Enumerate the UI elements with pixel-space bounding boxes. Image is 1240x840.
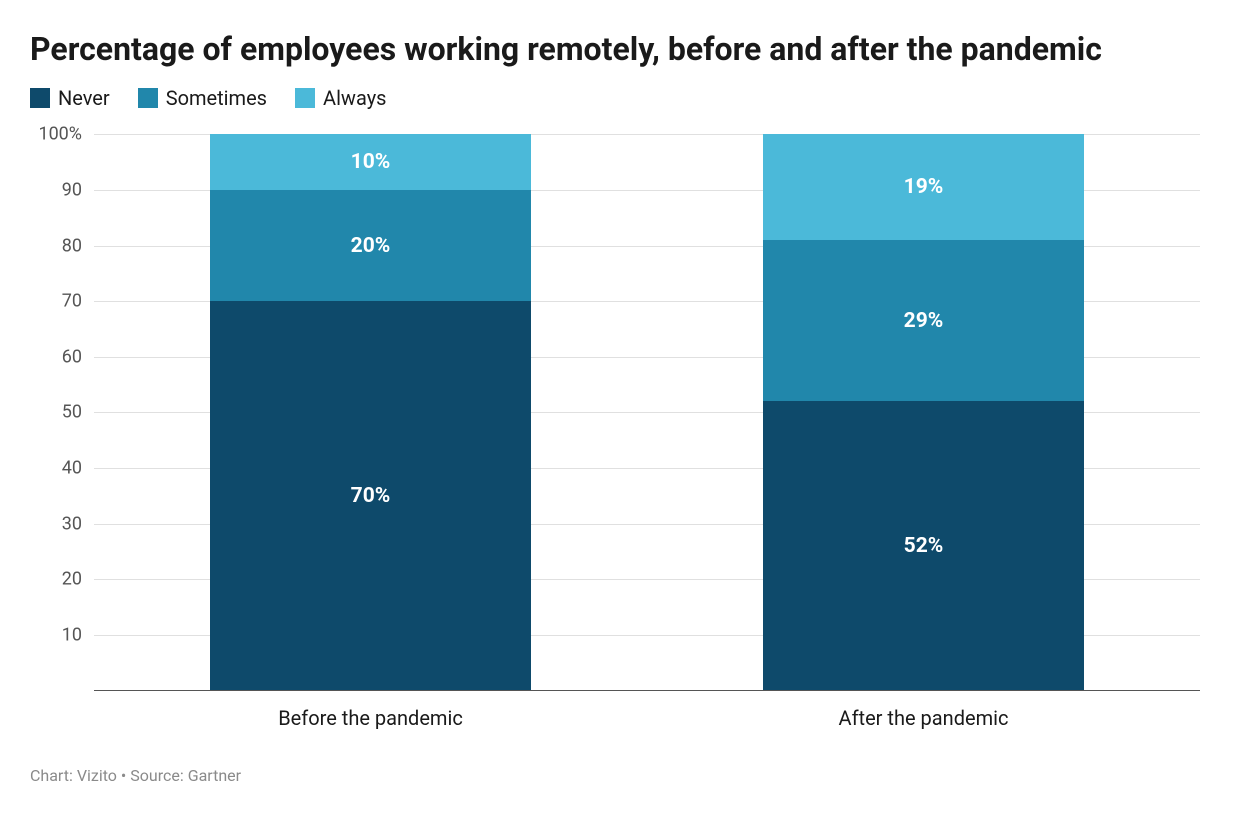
bar-segment-value: 70% <box>351 484 391 508</box>
chart-footer: Chart: Vizito • Source: Gartner <box>30 766 1210 785</box>
bar-column: 10% 20% 70% <box>94 134 647 690</box>
bar-segment: 10% <box>210 134 531 190</box>
bar-segment-value: 52% <box>904 534 944 558</box>
y-tick-label: 20 <box>62 569 82 590</box>
x-tick-label: Before the pandemic <box>94 706 647 730</box>
y-tick-label: 40 <box>62 457 82 478</box>
legend: Never Sometimes Always <box>30 86 1210 110</box>
chart-title: Percentage of employees working remotely… <box>30 30 1130 68</box>
bar-segment-value: 29% <box>904 309 944 333</box>
legend-label: Never <box>58 86 110 110</box>
y-tick-label: 60 <box>62 346 82 367</box>
y-tick-label: 80 <box>62 235 82 256</box>
bar-segment: 52% <box>763 401 1084 690</box>
stacked-bar: 10% 20% 70% <box>210 134 531 690</box>
legend-label: Sometimes <box>166 86 267 110</box>
bars-container: 10% 20% 70% 19% 29% 52% <box>94 134 1200 690</box>
y-axis-labels: 100%908070605040302010 <box>30 134 88 690</box>
y-tick-label: 30 <box>62 513 82 534</box>
legend-label: Always <box>323 86 386 110</box>
legend-swatch <box>295 88 315 108</box>
legend-item: Always <box>295 86 386 110</box>
x-axis-labels: Before the pandemicAfter the pandemic <box>94 706 1200 730</box>
y-tick-label: 100% <box>38 124 82 145</box>
bar-segment: 20% <box>210 190 531 301</box>
legend-swatch <box>30 88 50 108</box>
x-tick-label: After the pandemic <box>647 706 1200 730</box>
y-tick-label: 90 <box>62 179 82 200</box>
bar-segment-value: 19% <box>904 175 944 199</box>
y-tick-label: 10 <box>62 624 82 645</box>
bar-column: 19% 29% 52% <box>647 134 1200 690</box>
legend-swatch <box>138 88 158 108</box>
y-tick-label: 50 <box>62 402 82 423</box>
chart-plot-area: 100%908070605040302010 10%20%70%19%29%52… <box>30 134 1210 690</box>
legend-item: Sometimes <box>138 86 267 110</box>
bar-segment-value: 20% <box>351 234 391 258</box>
legend-item: Never <box>30 86 110 110</box>
bar-segment: 70% <box>210 301 531 690</box>
bar-segment: 29% <box>763 240 1084 401</box>
x-axis-line <box>94 690 1200 691</box>
y-tick-label: 70 <box>62 291 82 312</box>
bar-segment-value: 10% <box>351 150 391 174</box>
stacked-bar: 19% 29% 52% <box>763 134 1084 690</box>
bar-segment: 19% <box>763 134 1084 240</box>
